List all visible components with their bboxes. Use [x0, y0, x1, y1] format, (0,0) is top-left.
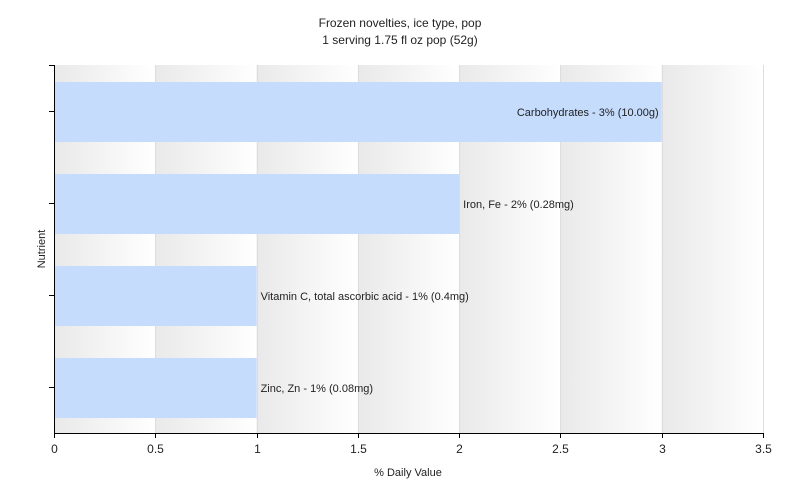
data-label-4: Zinc, Zn - 1% (0.08mg)	[261, 383, 373, 395]
plot-band	[661, 65, 763, 433]
x-tick-label: 0.5	[147, 442, 164, 456]
x-tick-label: 2.5	[552, 442, 569, 456]
x-tick-label: 2	[456, 442, 463, 456]
chart-title: Frozen novelties, ice type, pop	[319, 16, 482, 30]
data-label-1: Carbohydrates - 3% (10.00g)	[517, 107, 659, 119]
bar-3	[54, 266, 257, 326]
data-label-2: Iron, Fe - 2% (0.28mg)	[463, 199, 574, 211]
x-tick-label: 3.5	[755, 442, 772, 456]
bar-1	[54, 82, 662, 142]
bar-4	[54, 358, 257, 418]
x-tick-label: 0	[51, 442, 58, 456]
data-label-3: Vitamin C, total ascorbic acid - 1% (0.4…	[261, 291, 469, 303]
chart-subtitle: 1 serving 1.75 fl oz pop (52g)	[322, 33, 477, 47]
x-tick-label: 1.5	[350, 442, 367, 456]
bar-2	[54, 174, 460, 234]
x-tick-label: 1	[254, 442, 261, 456]
x-axis-label: % Daily Value	[374, 467, 442, 479]
y-axis-label: Nutrient	[36, 230, 48, 269]
x-tick-label: 3	[659, 442, 666, 456]
